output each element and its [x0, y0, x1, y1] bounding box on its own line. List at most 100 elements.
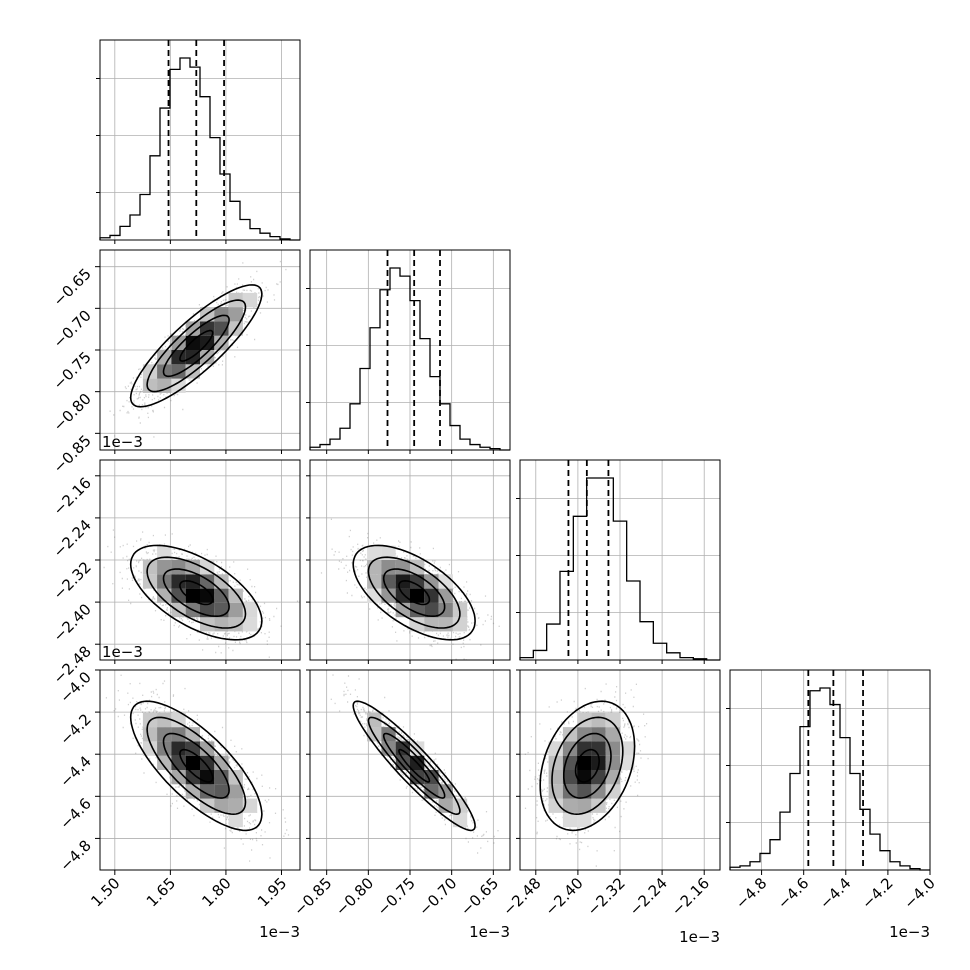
hist-panel-1	[96, 39, 301, 241]
x-tick-label: 1.65	[143, 874, 179, 910]
panel-content	[107, 260, 287, 446]
density-cell	[228, 784, 243, 799]
contour-level-3	[367, 716, 461, 816]
contour-level-4	[352, 700, 476, 832]
hist-panel-2	[306, 249, 511, 451]
contour-level-4	[539, 700, 636, 832]
panel-content	[524, 683, 649, 867]
density-cell	[242, 798, 258, 813]
x-tick-label: −0.70	[415, 874, 460, 919]
density-cell	[577, 741, 592, 756]
density-cell	[242, 617, 258, 632]
density-cell	[591, 712, 606, 728]
hist-step	[519, 477, 720, 661]
panel-content	[103, 529, 299, 658]
x-tick-label: −4.2	[858, 874, 896, 912]
density-cell	[577, 812, 592, 828]
contour-level-4	[129, 700, 263, 832]
contour-level-3	[146, 299, 247, 393]
density-cell	[410, 741, 425, 756]
x-tick-label: −2.24	[626, 874, 671, 919]
density-cell	[200, 588, 215, 603]
y-exponent-label: 1e−3	[102, 433, 143, 451]
density-cell	[200, 350, 215, 365]
density-cell	[157, 545, 172, 560]
contour-level-1	[179, 748, 214, 783]
scatter-panel-4-3	[519, 669, 721, 871]
density-cell	[171, 741, 186, 756]
x-exponent-label: 1e−3	[469, 923, 510, 941]
density-cell	[605, 755, 620, 770]
contour-level-3	[146, 716, 247, 816]
contour-level-1	[398, 748, 431, 783]
y-tick-label: −2.40	[50, 600, 95, 645]
density-cell	[185, 588, 200, 603]
density-cell	[142, 741, 158, 756]
density-cell	[214, 335, 229, 350]
density-cell	[381, 588, 396, 603]
scatter-panel-3-1	[99, 459, 301, 661]
density-cell	[577, 798, 592, 813]
x-tick-label: 1.95	[254, 874, 290, 910]
x-axis-param-4: −4.8 −4.6 −4.4 −4.2 −4.0 1e−3	[732, 870, 939, 941]
density-cell	[381, 545, 396, 560]
density-cell	[228, 307, 243, 322]
density-cell	[367, 545, 382, 560]
contour-level-2	[162, 732, 230, 799]
density-cell	[562, 770, 578, 785]
contour-level-1	[398, 579, 431, 606]
density-cell	[410, 588, 425, 603]
density-cell	[214, 798, 229, 813]
y-tick-label: −4.8	[56, 837, 94, 875]
density-cell	[605, 784, 620, 799]
y-tick-label: −2.32	[50, 558, 95, 603]
density-cell	[228, 798, 243, 813]
contour-level-2	[382, 732, 446, 799]
density-cell	[142, 378, 158, 393]
density-cell	[171, 712, 186, 728]
density-cell	[214, 784, 229, 799]
density-cell	[424, 602, 439, 618]
x-tick-label: −2.32	[584, 874, 629, 919]
y-tick-label: −2.16	[50, 474, 95, 519]
y-axis-param-2: −0.85−0.80−0.75−0.70−0.65 1e−3	[50, 265, 143, 477]
density-cell	[452, 812, 468, 828]
density-cell	[214, 617, 229, 632]
y-tick-label: −0.85	[50, 431, 95, 476]
density-cell	[171, 335, 186, 350]
y-tick-label: −0.80	[50, 390, 95, 435]
panel-frame	[729, 669, 931, 871]
density-cell	[381, 560, 396, 575]
x-tick-label: −4.4	[816, 874, 854, 912]
x-tick-label: 1.80	[198, 874, 234, 910]
contour-level-3	[146, 556, 247, 629]
density-cell	[185, 727, 200, 742]
contour-level-2	[162, 568, 230, 617]
density-cell	[367, 574, 382, 589]
contour-level-1	[574, 748, 601, 783]
y-tick-label: −4.6	[56, 794, 94, 832]
density-cell	[577, 727, 592, 742]
scatter-panel-3-2	[309, 459, 511, 661]
hist-step	[99, 57, 300, 241]
panel-content	[330, 674, 499, 854]
contour-level-3	[551, 716, 624, 816]
density-cell	[438, 617, 453, 632]
density-cell	[438, 798, 453, 813]
x-exponent-label: 1e−3	[259, 923, 300, 941]
density-cell	[591, 784, 606, 799]
x-axis-param-2: −0.85−0.80−0.75−0.70−0.65 1e−3	[290, 870, 510, 941]
density-cell	[577, 755, 592, 770]
density-cell	[171, 560, 186, 575]
density-cell	[228, 588, 243, 603]
x-tick-label: −4.8	[732, 874, 770, 912]
density-cell	[591, 741, 606, 756]
contour-level-4	[129, 284, 263, 408]
y-tick-label: −0.70	[50, 306, 95, 351]
x-exponent-label: 1e−3	[679, 928, 720, 946]
contour-level-4	[129, 544, 263, 641]
contour-level-2	[382, 568, 446, 617]
density-cell	[367, 712, 382, 728]
